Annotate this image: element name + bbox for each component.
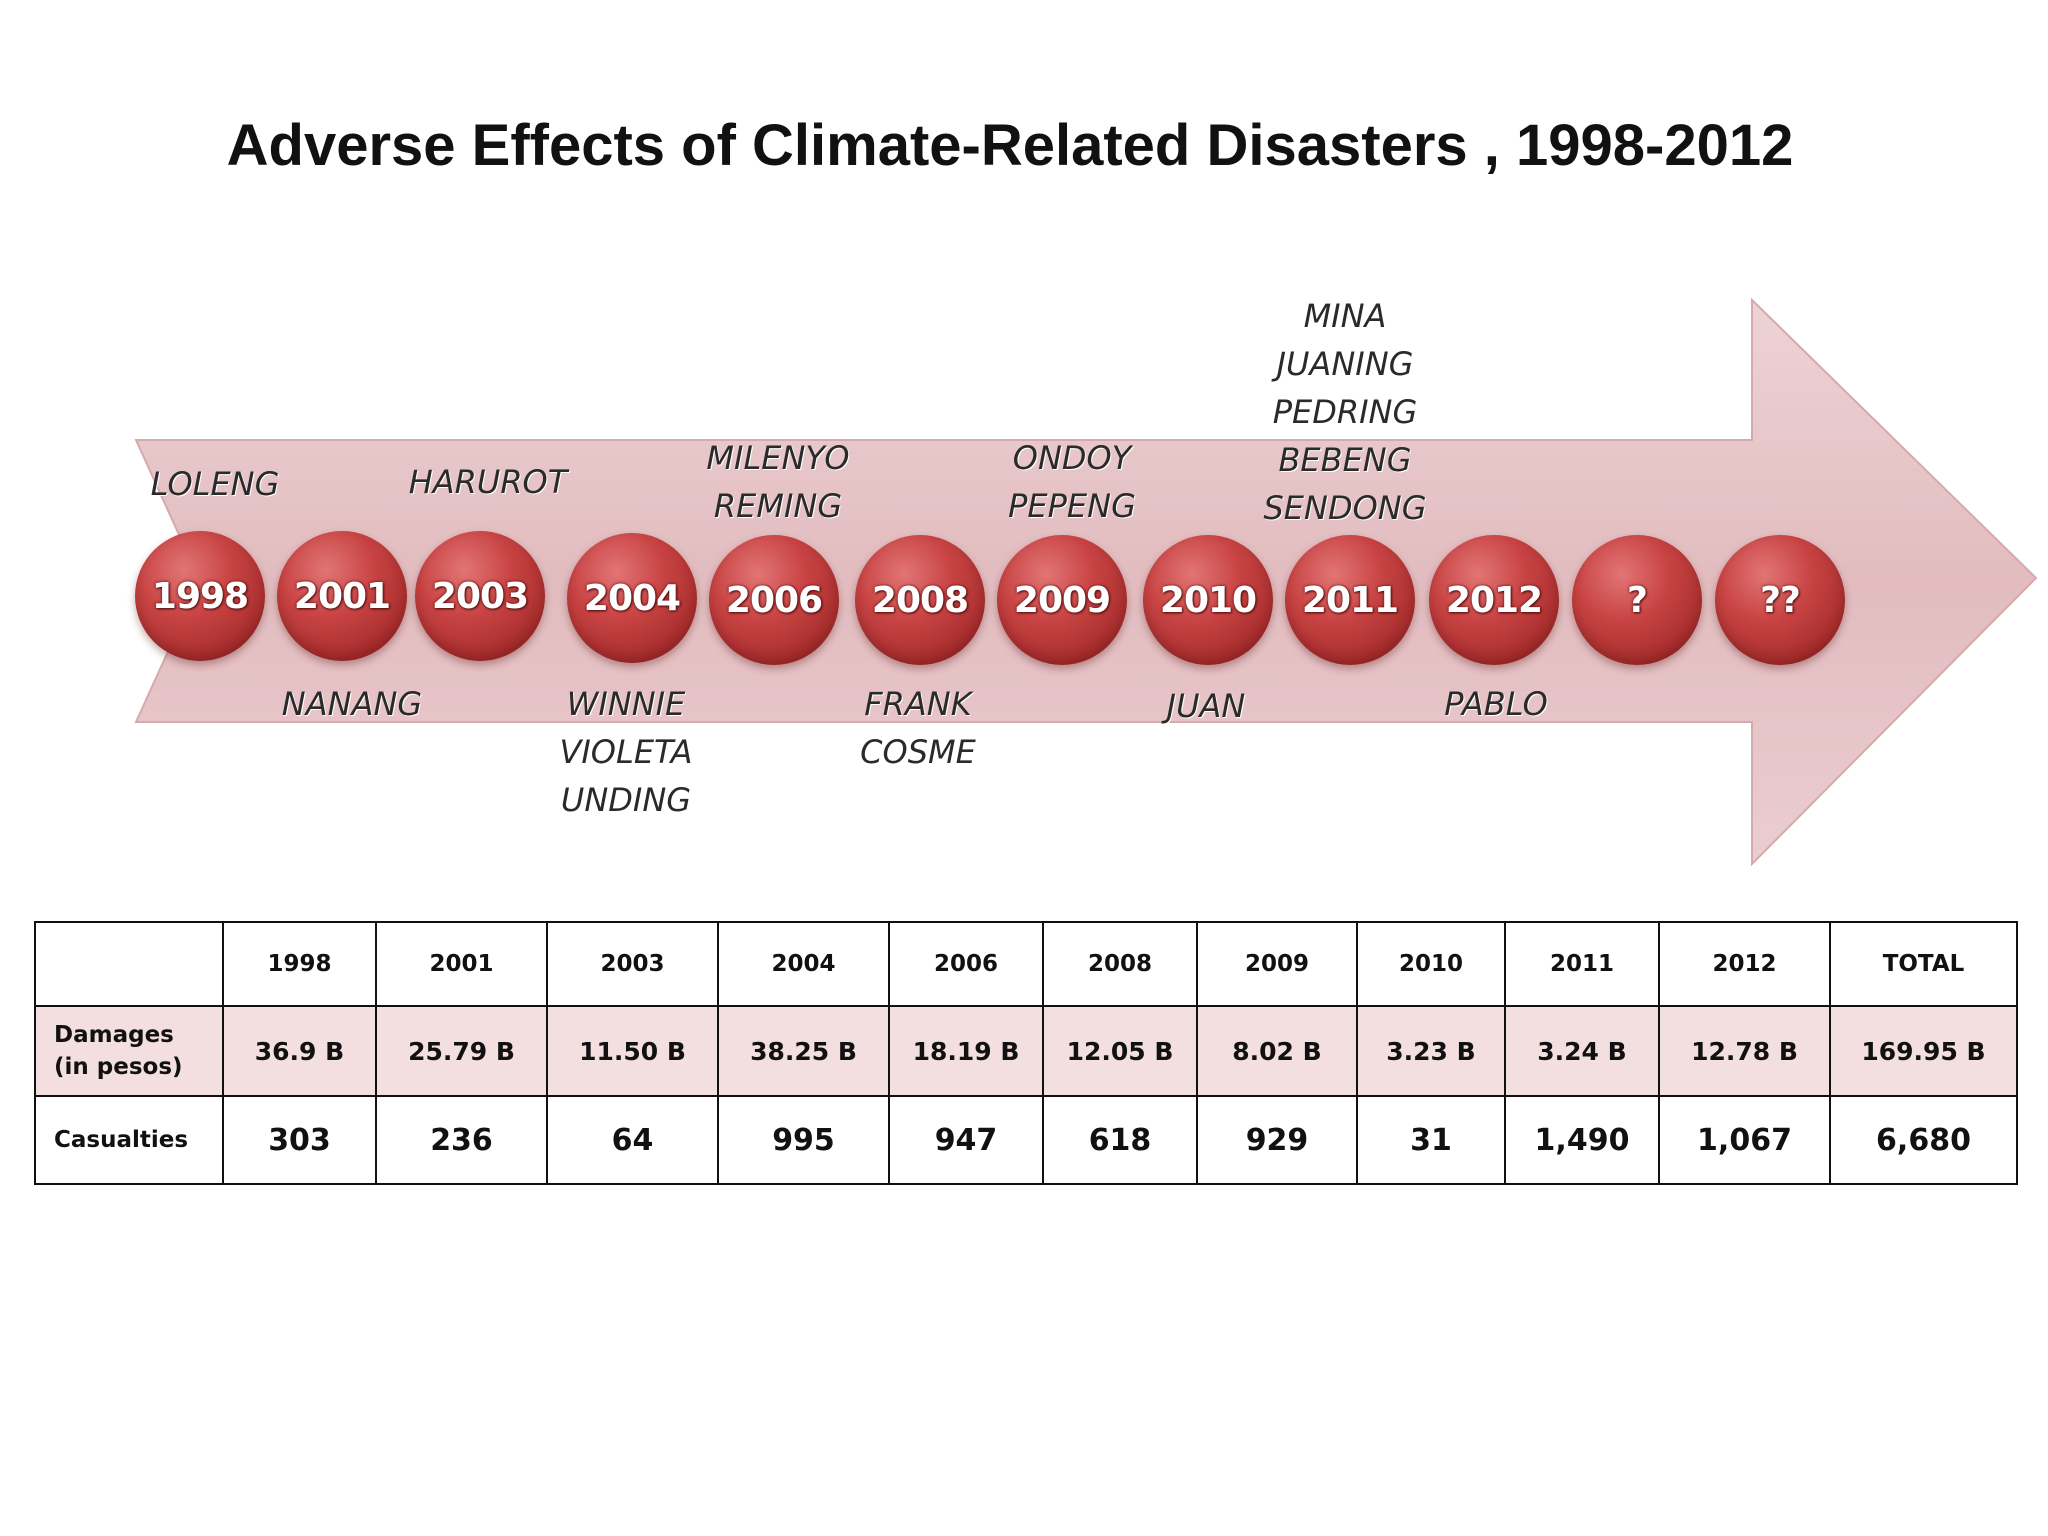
storm-name: FRANK	[864, 685, 972, 723]
year-circle-label: ?	[1627, 579, 1648, 621]
header-cell: 2008	[1042, 921, 1198, 1007]
year-circle-2009: 2009	[997, 535, 1127, 665]
storm-names-2003: HARUROT	[358, 458, 618, 506]
storm-name: BEBENG	[1278, 441, 1412, 479]
year-circle-label: 1998	[151, 575, 249, 617]
casualties-cell: 618	[1042, 1095, 1198, 1185]
year-circle-label: 2009	[1013, 579, 1111, 621]
storm-names-2012: PABLO	[1366, 680, 1626, 728]
storm-name: MILENYO	[706, 439, 850, 477]
year-circle-2008: 2008	[855, 535, 985, 665]
storm-name: COSME	[860, 733, 976, 771]
damages-label: Damages (in pesos)	[34, 1005, 224, 1097]
damages-cell: 8.02 B	[1196, 1005, 1358, 1097]
storm-names-2011: MINA JUANING PEDRING BEBENG SENDONG	[1215, 292, 1475, 532]
storm-names-2010: JUAN	[1076, 682, 1336, 730]
header-cell: 2011	[1504, 921, 1660, 1007]
casualties-cell: 1,490	[1504, 1095, 1660, 1185]
storm-name: HARUROT	[408, 463, 568, 501]
header-cell: 2010	[1356, 921, 1506, 1007]
header-cell: 2004	[717, 921, 890, 1007]
year-circle-label: 2012	[1445, 579, 1543, 621]
damages-total-cell: 169.95 B	[1829, 1005, 2018, 1097]
casualties-cell: 947	[888, 1095, 1044, 1185]
storm-name: WINNIE	[566, 685, 686, 723]
year-circle-unknown-2: ??	[1715, 535, 1845, 665]
year-circle-label: 2008	[871, 579, 969, 621]
header-cell: 2009	[1196, 921, 1358, 1007]
damages-label-line2: (in pesos)	[54, 1054, 183, 1080]
year-circle-label: 2006	[725, 579, 823, 621]
table-header-row: 1998 2001 2003 2004 2006 2008 2009 2010 …	[34, 921, 2018, 1007]
year-circle-2006: 2006	[709, 535, 839, 665]
casualties-row: Casualties 303 236 64 995 947 618 929 31…	[34, 1095, 2018, 1185]
year-circle-2012: 2012	[1429, 535, 1559, 665]
storm-name: ONDOY	[1012, 439, 1132, 477]
storm-name: UNDING	[560, 781, 692, 819]
damages-cell: 12.78 B	[1658, 1005, 1831, 1097]
damages-cell: 11.50 B	[546, 1005, 719, 1097]
storm-names-1998: LOLENG	[85, 460, 345, 508]
damages-cell: 3.23 B	[1356, 1005, 1506, 1097]
year-circle-label: 2010	[1159, 579, 1257, 621]
year-circle-2001: 2001	[277, 531, 407, 661]
header-cell: 2012	[1658, 921, 1831, 1007]
year-circle-label: 2001	[293, 575, 391, 617]
page-title: Adverse Effects of Climate-Related Disas…	[226, 113, 1794, 178]
damages-cell: 38.25 B	[717, 1005, 890, 1097]
casualties-cell: 31	[1356, 1095, 1506, 1185]
damages-cell: 12.05 B	[1042, 1005, 1198, 1097]
storm-name: VIOLETA	[559, 733, 693, 771]
header-cell: 2006	[888, 921, 1044, 1007]
storm-name: MINA	[1303, 297, 1387, 335]
storm-names-2004: WINNIE VIOLETA UNDING	[496, 680, 756, 824]
header-cell: 1998	[222, 921, 377, 1007]
year-circle-label: 2004	[583, 577, 681, 619]
year-circle-unknown-1: ?	[1572, 535, 1702, 665]
storm-names-2009: ONDOY PEPENG	[942, 434, 1202, 530]
storm-name: JUANING	[1276, 345, 1414, 383]
casualties-cell: 303	[222, 1095, 377, 1185]
header-cell: 2001	[375, 921, 548, 1007]
storm-name: PEPENG	[1008, 487, 1136, 525]
year-circle-label: 2011	[1301, 579, 1399, 621]
year-circle-2003: 2003	[415, 531, 545, 661]
storm-names-2001: NANANG	[222, 680, 482, 728]
damages-label-line1: Damages	[54, 1022, 174, 1048]
header-cell: 2003	[546, 921, 719, 1007]
casualties-cell: 995	[717, 1095, 890, 1185]
casualties-cell: 1,067	[1658, 1095, 1831, 1185]
casualties-cell: 236	[375, 1095, 548, 1185]
storm-names-2006: MILENYO REMING	[648, 434, 908, 530]
year-circle-label: ??	[1760, 579, 1801, 621]
damages-cell: 36.9 B	[222, 1005, 377, 1097]
year-circle-1998: 1998	[135, 531, 265, 661]
storm-name: JUAN	[1166, 687, 1246, 725]
disaster-effects-table: 1998 2001 2003 2004 2006 2008 2009 2010 …	[34, 921, 2018, 1185]
damages-row: Damages (in pesos) 36.9 B 25.79 B 11.50 B…	[34, 1005, 2018, 1097]
storm-names-2008: FRANK COSME	[788, 680, 1048, 776]
casualties-cell: 64	[546, 1095, 719, 1185]
year-circle-2011: 2011	[1285, 535, 1415, 665]
storm-name: PABLO	[1444, 685, 1548, 723]
year-circle-2010: 2010	[1143, 535, 1273, 665]
storm-name: LOLENG	[150, 465, 280, 503]
header-cell	[34, 921, 224, 1007]
damages-cell: 3.24 B	[1504, 1005, 1660, 1097]
storm-name: SENDONG	[1263, 489, 1427, 527]
casualties-label: Casualties	[34, 1095, 224, 1185]
header-cell: TOTAL	[1829, 921, 2018, 1007]
year-circle-2004: 2004	[567, 533, 697, 663]
casualties-cell: 929	[1196, 1095, 1358, 1185]
storm-name: REMING	[713, 487, 843, 525]
storm-name: PEDRING	[1272, 393, 1418, 431]
damages-cell: 25.79 B	[375, 1005, 548, 1097]
storm-name: NANANG	[281, 685, 423, 723]
year-circle-label: 2003	[431, 575, 529, 617]
casualties-total-cell: 6,680	[1829, 1095, 2018, 1185]
damages-cell: 18.19 B	[888, 1005, 1044, 1097]
